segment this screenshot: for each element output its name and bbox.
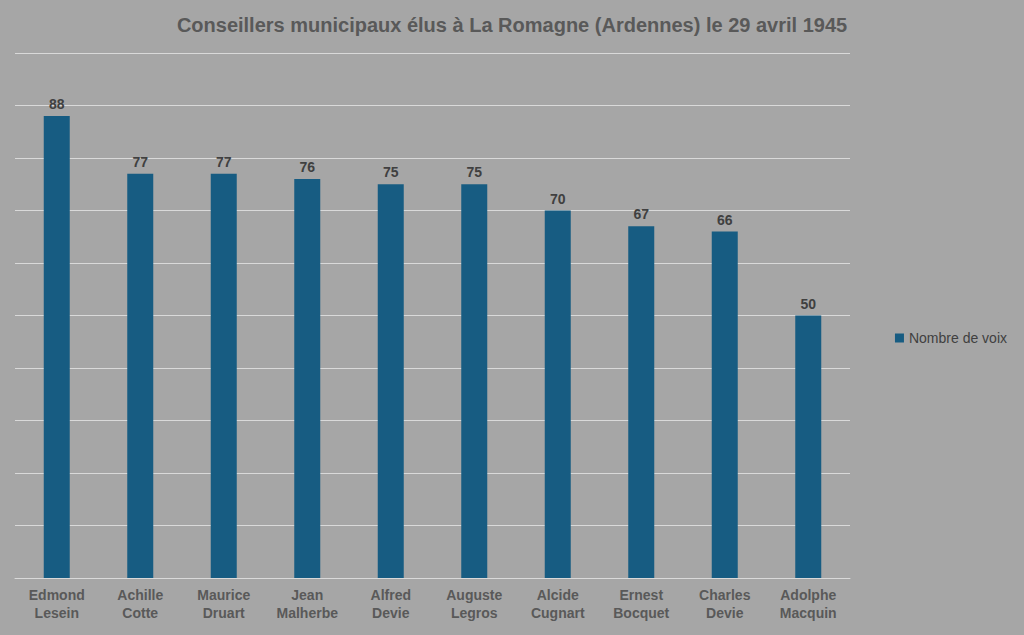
svg-text:Bocquet: Bocquet <box>613 605 669 621</box>
svg-text:Ernest: Ernest <box>619 587 663 603</box>
svg-text:Devie: Devie <box>706 605 744 621</box>
svg-text:75: 75 <box>383 164 399 180</box>
svg-text:50: 50 <box>800 296 816 312</box>
svg-text:75: 75 <box>466 164 482 180</box>
svg-text:Lesein: Lesein <box>35 605 79 621</box>
svg-text:Legros: Legros <box>451 605 498 621</box>
svg-text:Cugnart: Cugnart <box>531 605 585 621</box>
svg-text:Achille: Achille <box>117 587 163 603</box>
svg-text:Devie: Devie <box>372 605 410 621</box>
svg-text:Conseillers municipaux élus à: Conseillers municipaux élus à La Romagne… <box>177 14 847 36</box>
svg-text:Druart: Druart <box>203 605 245 621</box>
svg-text:Alfred: Alfred <box>371 587 411 603</box>
svg-text:76: 76 <box>299 159 315 175</box>
svg-text:Malherbe: Malherbe <box>277 605 339 621</box>
svg-text:Adolphe: Adolphe <box>780 587 836 603</box>
svg-text:Alcide: Alcide <box>537 587 579 603</box>
svg-text:66: 66 <box>717 212 733 228</box>
svg-text:Jean: Jean <box>291 587 323 603</box>
svg-text:Edmond: Edmond <box>29 587 85 603</box>
svg-text:Maurice: Maurice <box>197 587 250 603</box>
svg-text:77: 77 <box>216 154 232 170</box>
svg-text:77: 77 <box>132 154 148 170</box>
svg-text:Charles: Charles <box>699 587 751 603</box>
svg-text:Nombre de voix: Nombre de voix <box>909 330 1007 346</box>
svg-text:Macquin: Macquin <box>780 605 837 621</box>
svg-text:Auguste: Auguste <box>446 587 502 603</box>
svg-text:67: 67 <box>633 206 649 222</box>
svg-text:88: 88 <box>49 96 65 112</box>
svg-text:70: 70 <box>550 191 566 207</box>
svg-text:Cotte: Cotte <box>122 605 158 621</box>
